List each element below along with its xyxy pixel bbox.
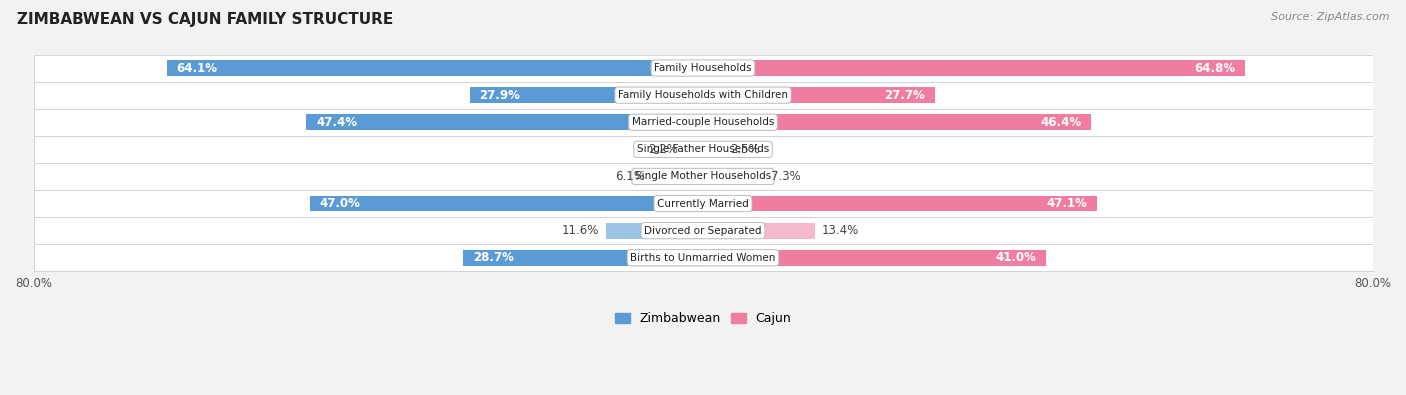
Bar — [34, 136, 1372, 163]
Bar — [34, 217, 1372, 244]
Text: 6.1%: 6.1% — [616, 170, 645, 183]
Text: Single Mother Households: Single Mother Households — [636, 171, 770, 181]
Text: 27.9%: 27.9% — [479, 88, 520, 102]
Text: 2.2%: 2.2% — [648, 143, 678, 156]
Text: 47.0%: 47.0% — [319, 197, 360, 210]
Text: Family Households with Children: Family Households with Children — [619, 90, 787, 100]
Text: 46.4%: 46.4% — [1040, 116, 1081, 129]
Bar — [703, 87, 935, 103]
Text: Divorced or Separated: Divorced or Separated — [644, 226, 762, 236]
Bar — [34, 82, 1372, 109]
Text: Source: ZipAtlas.com: Source: ZipAtlas.com — [1271, 12, 1389, 22]
Text: Married-couple Households: Married-couple Households — [631, 117, 775, 127]
Bar — [703, 141, 724, 157]
Bar — [34, 244, 1372, 271]
Text: 28.7%: 28.7% — [472, 251, 513, 264]
Text: ZIMBABWEAN VS CAJUN FAMILY STRUCTURE: ZIMBABWEAN VS CAJUN FAMILY STRUCTURE — [17, 12, 394, 27]
Bar — [463, 250, 703, 265]
Legend: Zimbabwean, Cajun: Zimbabwean, Cajun — [609, 307, 797, 330]
Bar — [703, 169, 763, 184]
Text: Births to Unmarried Women: Births to Unmarried Women — [630, 253, 776, 263]
Text: Family Households: Family Households — [654, 63, 752, 73]
Bar — [166, 60, 703, 76]
Bar — [606, 223, 703, 239]
Bar — [703, 60, 1246, 76]
Bar — [34, 163, 1372, 190]
Text: 64.8%: 64.8% — [1194, 62, 1236, 75]
Text: 7.3%: 7.3% — [770, 170, 800, 183]
Bar — [652, 169, 703, 184]
Bar — [309, 196, 703, 211]
Text: 47.4%: 47.4% — [316, 116, 357, 129]
Text: 11.6%: 11.6% — [562, 224, 599, 237]
Bar — [703, 115, 1091, 130]
Bar — [307, 115, 703, 130]
Text: 47.1%: 47.1% — [1046, 197, 1087, 210]
Text: 27.7%: 27.7% — [884, 88, 925, 102]
Bar — [34, 55, 1372, 82]
Text: 2.5%: 2.5% — [731, 143, 761, 156]
Bar — [34, 109, 1372, 136]
Bar — [703, 250, 1046, 265]
Text: 64.1%: 64.1% — [177, 62, 218, 75]
Bar — [34, 190, 1372, 217]
Bar — [703, 223, 815, 239]
Text: 13.4%: 13.4% — [823, 224, 859, 237]
Text: 41.0%: 41.0% — [995, 251, 1036, 264]
Bar — [470, 87, 703, 103]
Text: Single Father Households: Single Father Households — [637, 144, 769, 154]
Text: Currently Married: Currently Married — [657, 199, 749, 209]
Bar — [685, 141, 703, 157]
Bar — [703, 196, 1097, 211]
